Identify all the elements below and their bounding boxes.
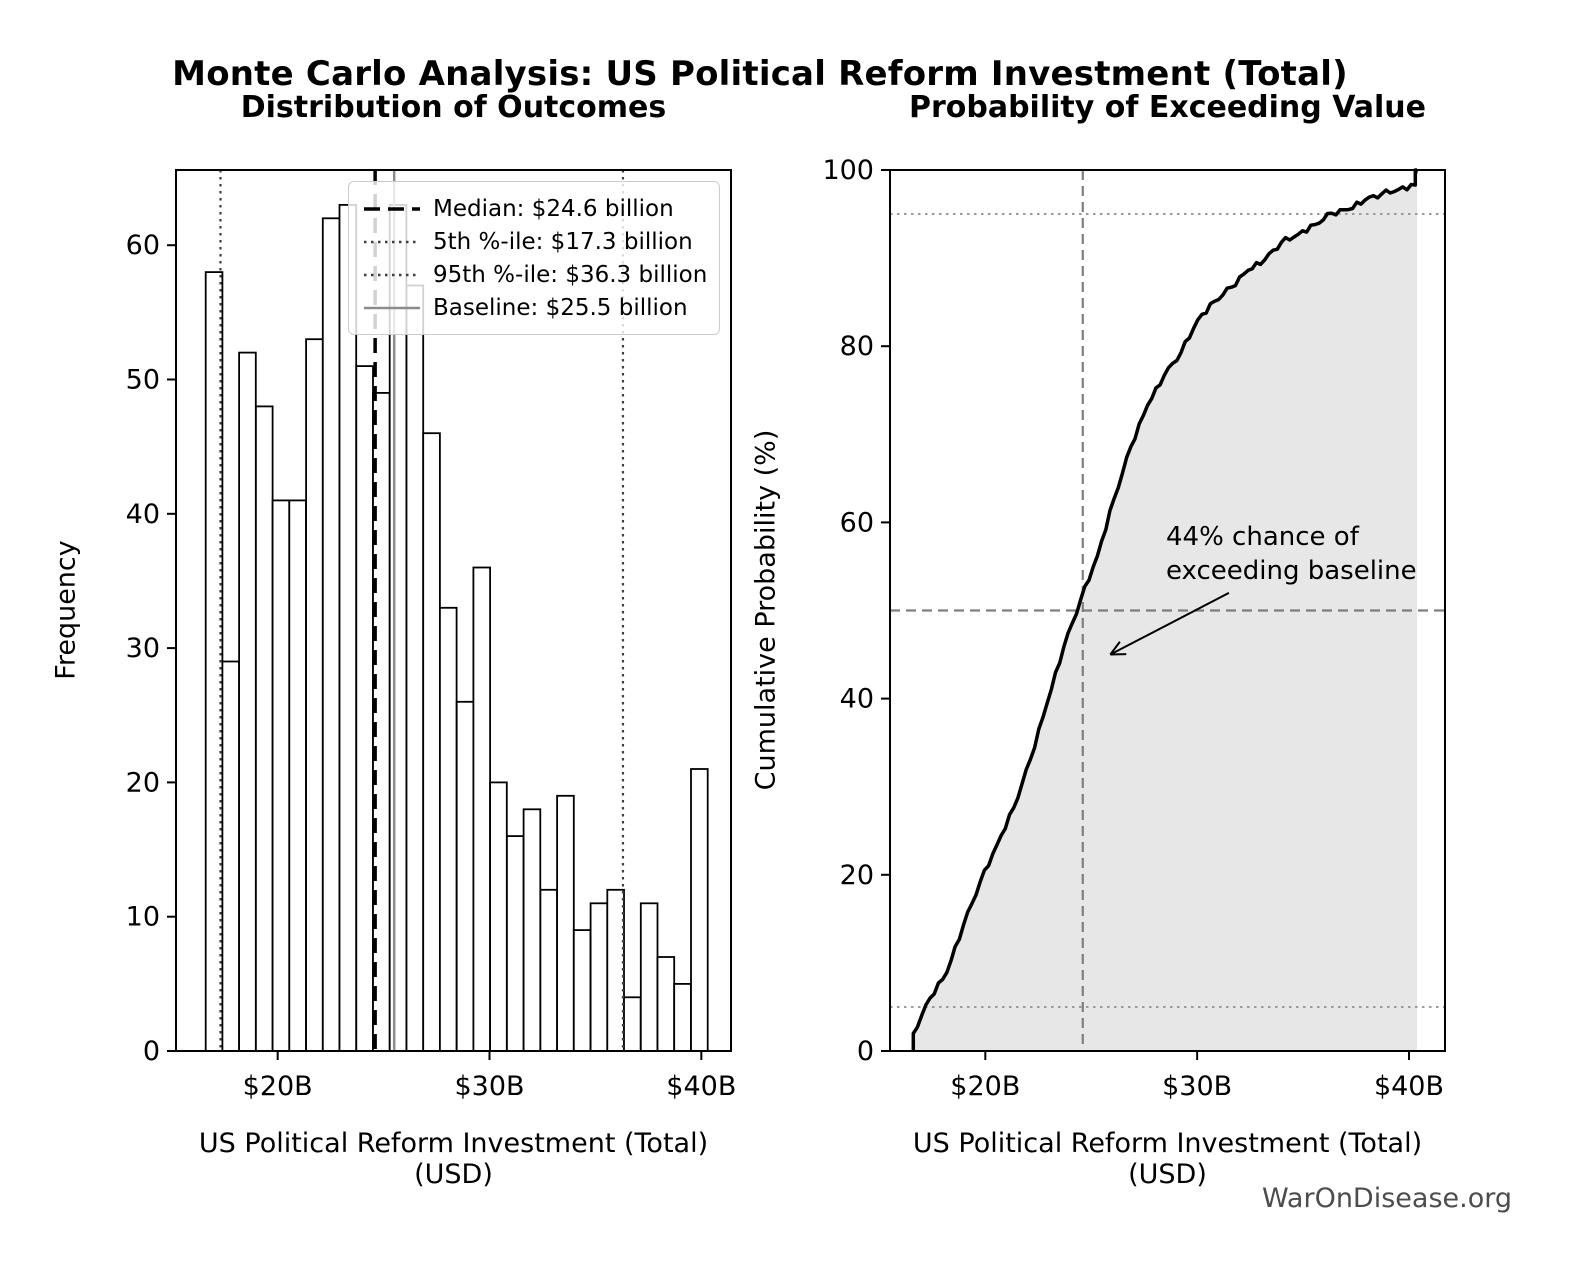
y-tick-label: 0 <box>857 1036 874 1067</box>
x-tick-label: $20B <box>243 1071 313 1102</box>
y-tick-label: 20 <box>840 860 874 891</box>
histogram-bar <box>472 566 491 1052</box>
histogram-bar <box>690 768 709 1052</box>
histogram-bar <box>656 956 676 1052</box>
histogram-bar <box>271 499 291 1052</box>
histogram-bar <box>623 996 642 1052</box>
histogram-bar <box>572 929 592 1052</box>
cdf-title: Probability of Exceeding Value <box>908 90 1427 125</box>
histogram-bar <box>355 365 374 1052</box>
histogram-bar <box>238 351 257 1052</box>
y-tick-label: 100 <box>822 155 874 186</box>
x-tick-label: $30B <box>1162 1071 1232 1102</box>
histogram-bar <box>556 794 575 1052</box>
histogram-bar <box>522 808 542 1052</box>
y-tick-label: 60 <box>126 230 160 261</box>
legend-label-p5: 5th %-ile: $17.3 billion <box>433 228 693 255</box>
histogram-bar <box>221 660 240 1052</box>
histogram-bar <box>254 405 274 1052</box>
histogram-bar <box>673 983 692 1052</box>
cdf-x-axis-label: US Political Reform Investment (Total) (… <box>912 1128 1423 1190</box>
histogram-axes-frame <box>175 169 732 1052</box>
baseline-solid-line-icon <box>364 306 420 309</box>
histogram-bar <box>639 902 659 1052</box>
y-tick-label: 80 <box>840 331 874 362</box>
median-dashed-line-icon <box>364 206 420 211</box>
legend-item-baseline: Baseline: $25.5 billion <box>363 291 705 324</box>
p5-dotted-line-icon <box>364 240 420 243</box>
cdf-annotation-text: 44% chance of exceeding baseline <box>1166 522 1417 587</box>
legend: Median: $24.6 billion 5th %-ile: $17.3 b… <box>348 181 720 335</box>
histogram-bar <box>489 781 508 1052</box>
y-tick-label: 40 <box>126 499 160 530</box>
histogram-bar <box>438 606 458 1052</box>
legend-item-median: Median: $24.6 billion <box>363 192 705 225</box>
histogram-bar <box>505 835 525 1052</box>
histogram-bar <box>606 888 625 1052</box>
main-title: Monte Carlo Analysis: US Political Refor… <box>172 54 1348 94</box>
legend-item-p5: 5th %-ile: $17.3 billion <box>363 225 705 258</box>
histogram-bar <box>405 284 425 1052</box>
y-tick-label: 60 <box>840 507 874 538</box>
histogram-x-axis-label: US Political Reform Investment (Total) (… <box>198 1128 709 1190</box>
histogram-title: Distribution of Outcomes <box>240 90 667 125</box>
histogram-bar <box>321 217 341 1052</box>
annotation-arrow <box>1109 591 1230 656</box>
histogram-bar <box>455 700 475 1052</box>
watermark: WarOnDisease.org <box>1261 1183 1512 1214</box>
cdf-curve <box>911 168 1419 1051</box>
y-tick-label: 10 <box>126 902 160 933</box>
cdf-axes-frame <box>889 169 1446 1052</box>
y-tick-label: 20 <box>126 767 160 798</box>
cdf-y-axis-label: Cumulative Probability (%) <box>750 429 782 791</box>
x-tick-label: $20B <box>950 1071 1020 1102</box>
legend-label-median: Median: $24.6 billion <box>433 195 674 222</box>
histogram-bar <box>305 338 324 1052</box>
histogram-y-axis-label: Frequency <box>50 540 82 680</box>
histogram-bar <box>589 902 609 1052</box>
histogram-bar <box>288 499 307 1052</box>
y-tick-label: 0 <box>143 1036 160 1067</box>
p95-dotted-line-icon <box>364 273 420 276</box>
x-tick-label: $40B <box>1374 1071 1444 1102</box>
histogram-bar <box>422 432 441 1052</box>
y-tick-label: 30 <box>126 633 160 664</box>
legend-item-p95: 95th %-ile: $36.3 billion <box>363 258 708 291</box>
x-tick-label: $30B <box>454 1071 524 1102</box>
legend-label-baseline: Baseline: $25.5 billion <box>433 294 688 321</box>
x-tick-label: $40B <box>666 1071 736 1102</box>
y-tick-label: 50 <box>126 365 160 396</box>
annotation-arrowhead <box>1109 641 1121 656</box>
legend-label-p95: 95th %-ile: $36.3 billion <box>433 261 708 288</box>
histogram-bar <box>539 888 559 1052</box>
y-tick-label: 40 <box>840 684 874 715</box>
